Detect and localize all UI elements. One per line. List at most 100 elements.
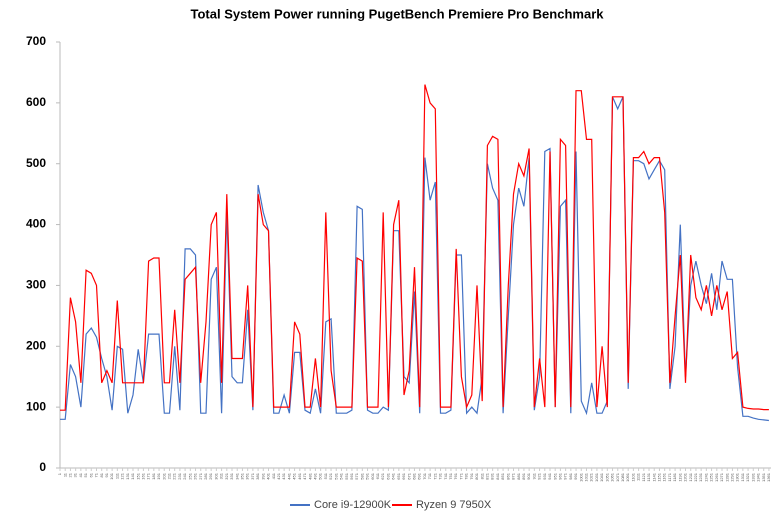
x-tick-label: 191 [156, 472, 161, 479]
x-tick-label: 731 [438, 472, 443, 479]
x-tick-label: 981 [568, 472, 573, 479]
x-tick-label: 1251 [709, 472, 714, 482]
x-tick-label: 1221 [693, 472, 698, 482]
y-tick-label: 0 [39, 460, 46, 474]
x-tick-label: 591 [365, 472, 370, 479]
x-tick-label: 381 [255, 472, 260, 479]
x-tick-label: 841 [495, 472, 500, 479]
x-tick-label: 721 [432, 472, 437, 479]
x-tick-label: 1331 [750, 472, 755, 482]
x-tick-label: 11 [62, 472, 67, 477]
x-tick-label: 1131 [646, 472, 651, 481]
x-tick-label: 601 [370, 472, 375, 479]
x-tick-label: 1141 [651, 472, 656, 481]
x-tick-label: 1101 [630, 472, 635, 481]
x-tick-label: 1161 [662, 472, 667, 481]
x-tick-label: 61 [88, 472, 93, 477]
x-tick-label: 141 [130, 472, 135, 479]
x-tick-label: 1291 [729, 472, 734, 482]
x-tick-label: 1311 [740, 472, 745, 481]
x-tick-label: 621 [380, 472, 385, 479]
x-tick-label: 651 [396, 472, 401, 479]
x-tick-label: 781 [464, 472, 469, 479]
x-tick-label: 21 [67, 472, 72, 477]
x-tick-label: 421 [276, 472, 281, 479]
x-tick-label: 1261 [714, 472, 719, 482]
x-tick-label: 471 [302, 472, 307, 479]
x-tick-label: 1111 [636, 472, 641, 481]
x-tick-label: 851 [500, 472, 505, 479]
x-tick-label: 1071 [615, 472, 620, 482]
x-tick-label: 681 [412, 472, 417, 479]
x-tick-label: 1201 [683, 472, 688, 482]
x-tick-label: 791 [469, 472, 474, 479]
x-tick-label: 581 [359, 472, 364, 479]
x-tick-label: 1351 [761, 472, 766, 482]
x-tick-label: 481 [307, 472, 312, 479]
x-tick-label: 691 [417, 472, 422, 479]
x-tick-label: 521 [328, 472, 333, 479]
x-tick-label: 1121 [641, 472, 646, 481]
x-tick-label: 921 [537, 472, 542, 479]
x-tick-label: 121 [120, 472, 125, 479]
x-tick-label: 541 [339, 472, 344, 479]
x-tick-label: 821 [484, 472, 489, 479]
x-tick-label: 1011 [584, 472, 589, 481]
x-tick-label: 441 [286, 472, 291, 479]
x-tick-label: 41 [78, 472, 83, 477]
x-tick-label: 221 [172, 472, 177, 479]
x-tick-label: 771 [458, 472, 463, 479]
x-tick-label: 431 [281, 472, 286, 479]
x-tick-label: 251 [187, 472, 192, 479]
x-tick-label: 1231 [698, 472, 703, 482]
x-tick-label: 1061 [610, 472, 615, 482]
x-tick-label: 211 [167, 472, 172, 479]
x-tick-label: 881 [516, 472, 521, 479]
x-tick-label: 971 [563, 472, 568, 479]
x-tick-label: 401 [266, 472, 271, 479]
x-tick-label: 181 [151, 472, 156, 479]
x-tick-label: 1181 [672, 472, 677, 481]
x-tick-label: 151 [135, 472, 140, 479]
x-tick-label: 1081 [620, 472, 625, 482]
x-tick-label: 531 [333, 472, 338, 479]
y-tick-label: 400 [26, 217, 46, 231]
x-tick-label: 331 [229, 472, 234, 479]
x-tick-label: 71 [94, 472, 99, 477]
x-tick-label: 571 [354, 472, 359, 479]
x-tick-label: 91 [104, 472, 109, 477]
x-tick-label: 511 [323, 472, 328, 479]
x-tick-label: 281 [203, 472, 208, 479]
line-series [60, 84, 769, 411]
x-tick-label: 451 [292, 472, 297, 479]
x-tick-label: 1001 [578, 472, 583, 482]
x-tick-label: 751 [448, 472, 453, 479]
x-tick-label: 231 [177, 472, 182, 479]
x-tick-label: 1021 [589, 472, 594, 482]
x-tick-label: 641 [391, 472, 396, 479]
x-tick-label: 161 [140, 472, 145, 479]
x-tick-label: 351 [240, 472, 245, 479]
x-tick-label: 1211 [688, 472, 693, 481]
x-tick-label: 901 [526, 472, 531, 479]
y-tick-label: 700 [26, 34, 46, 48]
x-tick-label: 931 [542, 472, 547, 479]
x-tick-label: 1031 [594, 472, 599, 482]
x-tick-label: 261 [193, 472, 198, 479]
x-tick-label: 561 [349, 472, 354, 479]
x-tick-label: 801 [474, 472, 479, 479]
x-tick-label: 271 [198, 472, 203, 479]
x-tick-label: 711 [427, 472, 432, 479]
line-series [60, 96, 769, 422]
legend-label: Core i9-12900K [314, 499, 392, 511]
x-tick-label: 31 [73, 472, 78, 477]
x-tick-label: 861 [505, 472, 510, 479]
x-tick-label: 951 [552, 472, 557, 479]
y-tick-label: 100 [26, 399, 46, 413]
x-tick-label: 761 [453, 472, 458, 479]
x-tick-label: 741 [443, 472, 448, 479]
y-tick-label: 200 [26, 338, 46, 352]
x-tick-label: 1271 [719, 472, 724, 482]
x-tick-label: 1051 [604, 472, 609, 482]
